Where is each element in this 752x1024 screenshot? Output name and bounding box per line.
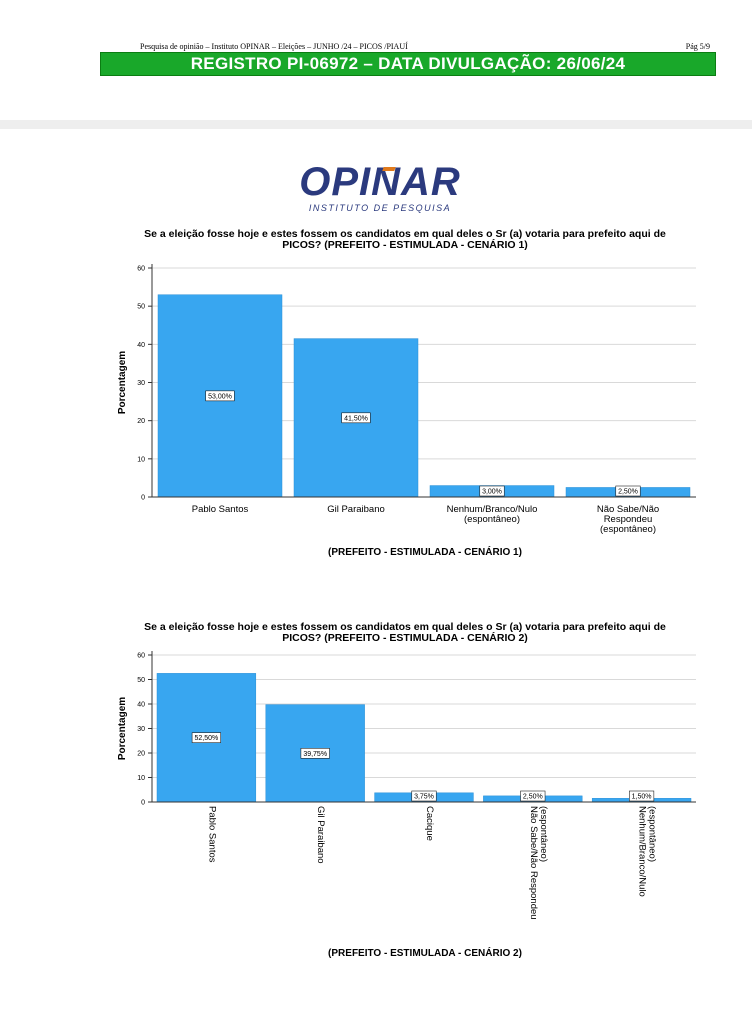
chart2-y-tick-label: 50 xyxy=(137,677,145,684)
chart1-y-tick-label: 50 xyxy=(137,304,145,311)
chart1-data-label-box xyxy=(341,412,371,424)
chart2-y-axis-title: Porcentagem xyxy=(117,697,128,760)
chart2-x-tick-label: Não Sabe/Não Respondeu xyxy=(528,806,539,920)
chart1-x-axis-title: (PREFEITO - ESTIMULADA - CENÁRIO 1) xyxy=(328,547,522,558)
chart1-y-axis-title: Porcentagem xyxy=(117,351,128,414)
logo-subtitle: INSTITUTO DE PESQUISA xyxy=(308,203,452,213)
chart1-data-label: 41,50% xyxy=(344,415,368,422)
chart2-x-axis-title: (PREFEITO - ESTIMULADA - CENÁRIO 2) xyxy=(328,948,522,959)
chart1-x-tick-label: Nenhum/Branco/Nulo xyxy=(447,504,538,515)
header-text: Pesquisa de opinião – Instituto OPINAR –… xyxy=(140,42,408,51)
chart1-x-tick-label: (espontâneo) xyxy=(464,514,520,525)
chart1-x-tick-label: Respondeu xyxy=(604,514,653,525)
chart2-data-label-box xyxy=(520,790,546,802)
chart2-title-line1: Se a eleição fosse hoje e estes fossem o… xyxy=(144,621,666,633)
chart2-title: Se a eleição fosse hoje e estes fossem o… xyxy=(110,622,700,644)
chart2-y-tick-label: 10 xyxy=(137,775,145,782)
chart1-x-tick-label: (espontâneo) xyxy=(600,524,656,535)
chart2-x-tick-label: Cacique xyxy=(424,806,435,841)
chart1-title-line2: PICOS? (PREFEITO - ESTIMULADA - CENÁRIO … xyxy=(282,239,528,251)
chart2-data-label-box xyxy=(191,732,222,743)
chart2-data-label-box xyxy=(411,790,437,802)
chart2-y-tick-label: 0 xyxy=(141,800,145,807)
chart1-y-tick-label: 20 xyxy=(137,418,145,425)
chart2-data-label: 39,75% xyxy=(303,751,327,758)
chart1-data-label: 2,50% xyxy=(618,489,638,496)
page-separator xyxy=(0,120,752,129)
chart1-x-tick-label: Não Sabe/Não xyxy=(597,504,659,515)
chart2-data-label: 1,50% xyxy=(632,794,652,801)
chart2-x-tick-label: (espontâneo) xyxy=(538,806,549,862)
chart2-x-tick-label: Gil Paraibano xyxy=(315,806,326,864)
chart1-plot: 0 10 20 30 40 50 60 Porcentagem 53,00% Pablo Sant… xyxy=(117,264,696,535)
chart1-y-tick-label: 10 xyxy=(137,456,145,463)
chart1-y-tick-label: 0 xyxy=(141,495,145,502)
chart1-data-label-box xyxy=(615,485,641,497)
chart2-data-label: 3,75% xyxy=(414,794,434,801)
logo-accent-mark xyxy=(382,167,396,171)
chart2-y-tick-label: 30 xyxy=(137,726,145,733)
chart2-y-tick-label: 20 xyxy=(137,751,145,758)
chart1-y-tick-label: 40 xyxy=(137,342,145,349)
page-number: Pág 5/9 xyxy=(685,42,710,51)
chart1-x-tick-label: Gil Paraibano xyxy=(327,504,385,515)
chart1-y-tick-label: 30 xyxy=(137,380,145,387)
chart2-data-label: 2,50% xyxy=(523,794,543,801)
chart1-data-label-box xyxy=(205,390,235,402)
logo-wordmark: OPINAR xyxy=(299,160,461,204)
chart2-data-label-box xyxy=(629,790,655,802)
chart2-y-tick-label: 60 xyxy=(137,653,145,660)
header-line: Pesquisa de opinião – Instituto OPINAR –… xyxy=(140,42,710,51)
chart1-data-label: 53,00% xyxy=(208,393,232,400)
chart2-x-tick-label: Nenhum/Branco/Nulo xyxy=(637,806,648,897)
chart1-data-label: 3,00% xyxy=(482,489,502,496)
chart1-data-label-box xyxy=(479,485,505,497)
chart1-title-line1: Se a eleição fosse hoje e estes fossem o… xyxy=(144,228,666,240)
chart1-y-tick-label: 60 xyxy=(137,266,145,273)
chart2-title-line2: PICOS? (PREFEITO - ESTIMULADA - CENÁRIO … xyxy=(282,632,528,644)
chart2-x-tick-label: (espontâneo) xyxy=(647,806,658,862)
chart2-data-label-box xyxy=(300,748,330,759)
chart2-y-tick-label: 40 xyxy=(137,702,145,709)
chart2-plot: 0 10 20 30 40 50 60 Porcentagem 52,50% Pablo Sant… xyxy=(117,651,696,920)
registro-banner: REGISTRO PI-06972 – DATA DIVULGAÇÃO: 26/… xyxy=(100,52,716,76)
chart1-title: Se a eleição fosse hoje e estes fossem o… xyxy=(110,229,700,251)
chart1-x-tick-label: Pablo Santos xyxy=(192,504,249,515)
opinar-logo: OPINAR INSTITUTO DE PESQUISA xyxy=(295,160,465,218)
chart2-x-tick-label: Pablo Santos xyxy=(206,806,217,863)
chart2-data-label: 52,50% xyxy=(195,735,219,742)
